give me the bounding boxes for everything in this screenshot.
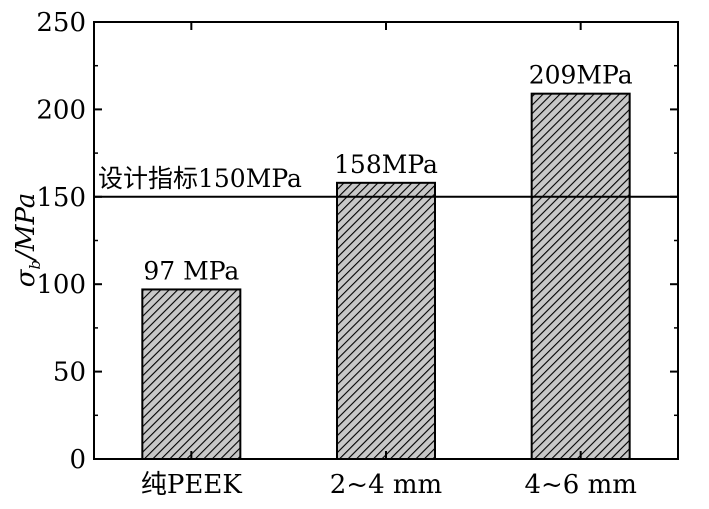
- x-category-label: 纯PEEK: [141, 470, 242, 500]
- x-category-label: 4~6 mm: [524, 470, 636, 500]
- y-tick-label: 50: [53, 358, 86, 388]
- bar-value-label: 97 MPa: [143, 256, 239, 285]
- y-tick-label: 200: [36, 95, 86, 125]
- y-axis-label-subscript: b: [26, 260, 44, 270]
- y-axis-label: σb/MPa: [11, 193, 44, 288]
- x-category-label: 2~4 mm: [330, 470, 442, 500]
- y-axis-label-unit: /MPa: [11, 193, 41, 263]
- reference-line-group: 设计指标150MPa: [94, 164, 678, 198]
- bar-2: [530, 92, 631, 460]
- y-tick-label: 0: [69, 445, 86, 475]
- y-tick-label: 150: [36, 183, 86, 213]
- data-labels-group: 97 MPa 158MPa 209MPa: [143, 61, 632, 286]
- y-tick-label: 250: [36, 8, 86, 38]
- bars-group: [141, 92, 631, 460]
- bar-0: [141, 288, 242, 460]
- bar-1: [336, 181, 436, 460]
- bar-value-label: 209MPa: [529, 61, 633, 90]
- reference-line-label: 设计指标150MPa: [98, 164, 302, 193]
- x-axis-ticks: 纯PEEK 2~4 mm 4~6 mm: [141, 22, 637, 500]
- y-axis-ticks: 0 50 100 150 200 250: [36, 8, 678, 475]
- y-tick-label: 100: [36, 270, 86, 300]
- y-axis-label-symbol: σ: [11, 268, 41, 287]
- bar-value-label: 158MPa: [334, 150, 438, 179]
